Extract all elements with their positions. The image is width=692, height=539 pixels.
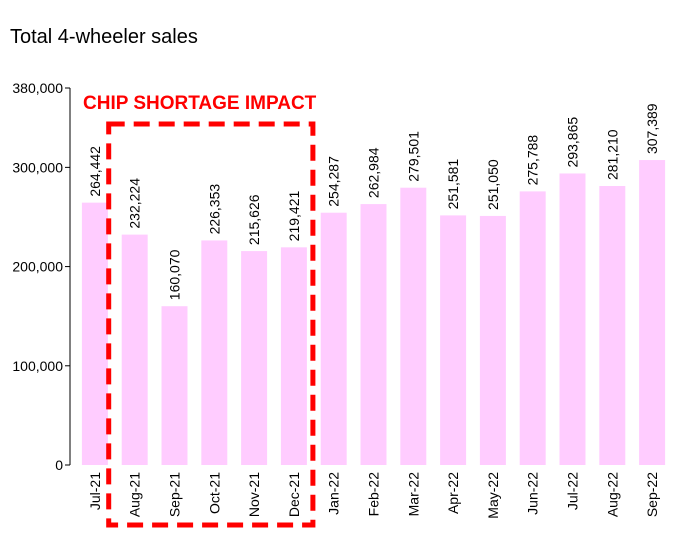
y-tick-label: 100,000	[12, 358, 63, 374]
bar	[400, 187, 427, 466]
bar	[599, 186, 626, 466]
data-label: 232,224	[127, 178, 143, 229]
bar	[519, 191, 546, 465]
y-axis: 0 100,000 200,000 300,000 380,000	[12, 80, 71, 473]
bar	[440, 215, 467, 465]
data-label: 160,070	[167, 249, 183, 300]
x-tick-label: Mar-22	[405, 472, 421, 517]
x-tick-label: Jan-22	[326, 472, 342, 515]
data-label: 254,287	[326, 156, 342, 207]
value-labels-group: 264,442 232,224 160,070 226,353 215,626 219,4…	[87, 103, 660, 300]
data-label: 264,442	[87, 146, 103, 197]
bar	[559, 173, 586, 465]
y-tick-label: 380,000	[12, 80, 63, 96]
annotation-dashed-box	[106, 121, 316, 528]
y-tick-label: 0	[55, 457, 63, 473]
bar	[81, 202, 108, 466]
x-tick-label: Sep-22	[644, 472, 660, 517]
bar	[280, 247, 307, 465]
data-label: 251,581	[445, 159, 461, 210]
x-tick-label: May-22	[485, 472, 501, 519]
data-label: 281,210	[604, 129, 620, 180]
bar	[241, 251, 268, 465]
x-tick-label: Jun-22	[525, 472, 541, 515]
bar	[161, 306, 188, 465]
bar	[320, 212, 347, 465]
data-label: 279,501	[405, 131, 421, 182]
y-tick-label: 300,000	[12, 159, 63, 175]
x-tick-label: Aug-21	[127, 472, 143, 517]
x-tick-label: Feb-22	[366, 472, 382, 517]
data-label: 262,984	[366, 147, 382, 198]
data-label: 219,421	[286, 190, 302, 241]
x-tick-label: Oct-21	[206, 472, 222, 514]
data-label: 307,389	[644, 103, 660, 154]
chip-shortage-annotation: CHIP SHORTAGE IMPACT	[83, 93, 317, 528]
data-label: 215,626	[246, 194, 262, 245]
data-label: 226,353	[206, 184, 222, 235]
data-label: 275,788	[525, 135, 541, 186]
x-tick-label: Nov-21	[246, 472, 262, 517]
x-tick-label: Jul-22	[565, 472, 581, 510]
bar	[479, 215, 506, 465]
bar	[360, 204, 387, 465]
x-tick-label: Dec-21	[286, 472, 302, 517]
x-tick-label: Sep-21	[167, 472, 183, 517]
bar	[121, 234, 148, 465]
data-label: 293,865	[565, 117, 581, 168]
chart-title: Total 4-wheeler sales	[10, 26, 198, 48]
data-label: 251,050	[485, 159, 501, 210]
x-tick-label: Jul-21	[87, 472, 103, 510]
y-tick-label: 200,000	[12, 259, 63, 275]
bars-group	[81, 160, 666, 466]
x-tick-label: Apr-22	[445, 472, 461, 514]
x-tick-label: Aug-22	[604, 472, 620, 517]
bar	[201, 240, 228, 465]
annotation-label: CHIP SHORTAGE IMPACT	[83, 93, 317, 114]
x-tick-labels-group: Jul-21 Aug-21 Sep-21 Oct-21 Nov-21 Dec-21 Jan-…	[87, 472, 660, 519]
bar	[639, 160, 666, 465]
